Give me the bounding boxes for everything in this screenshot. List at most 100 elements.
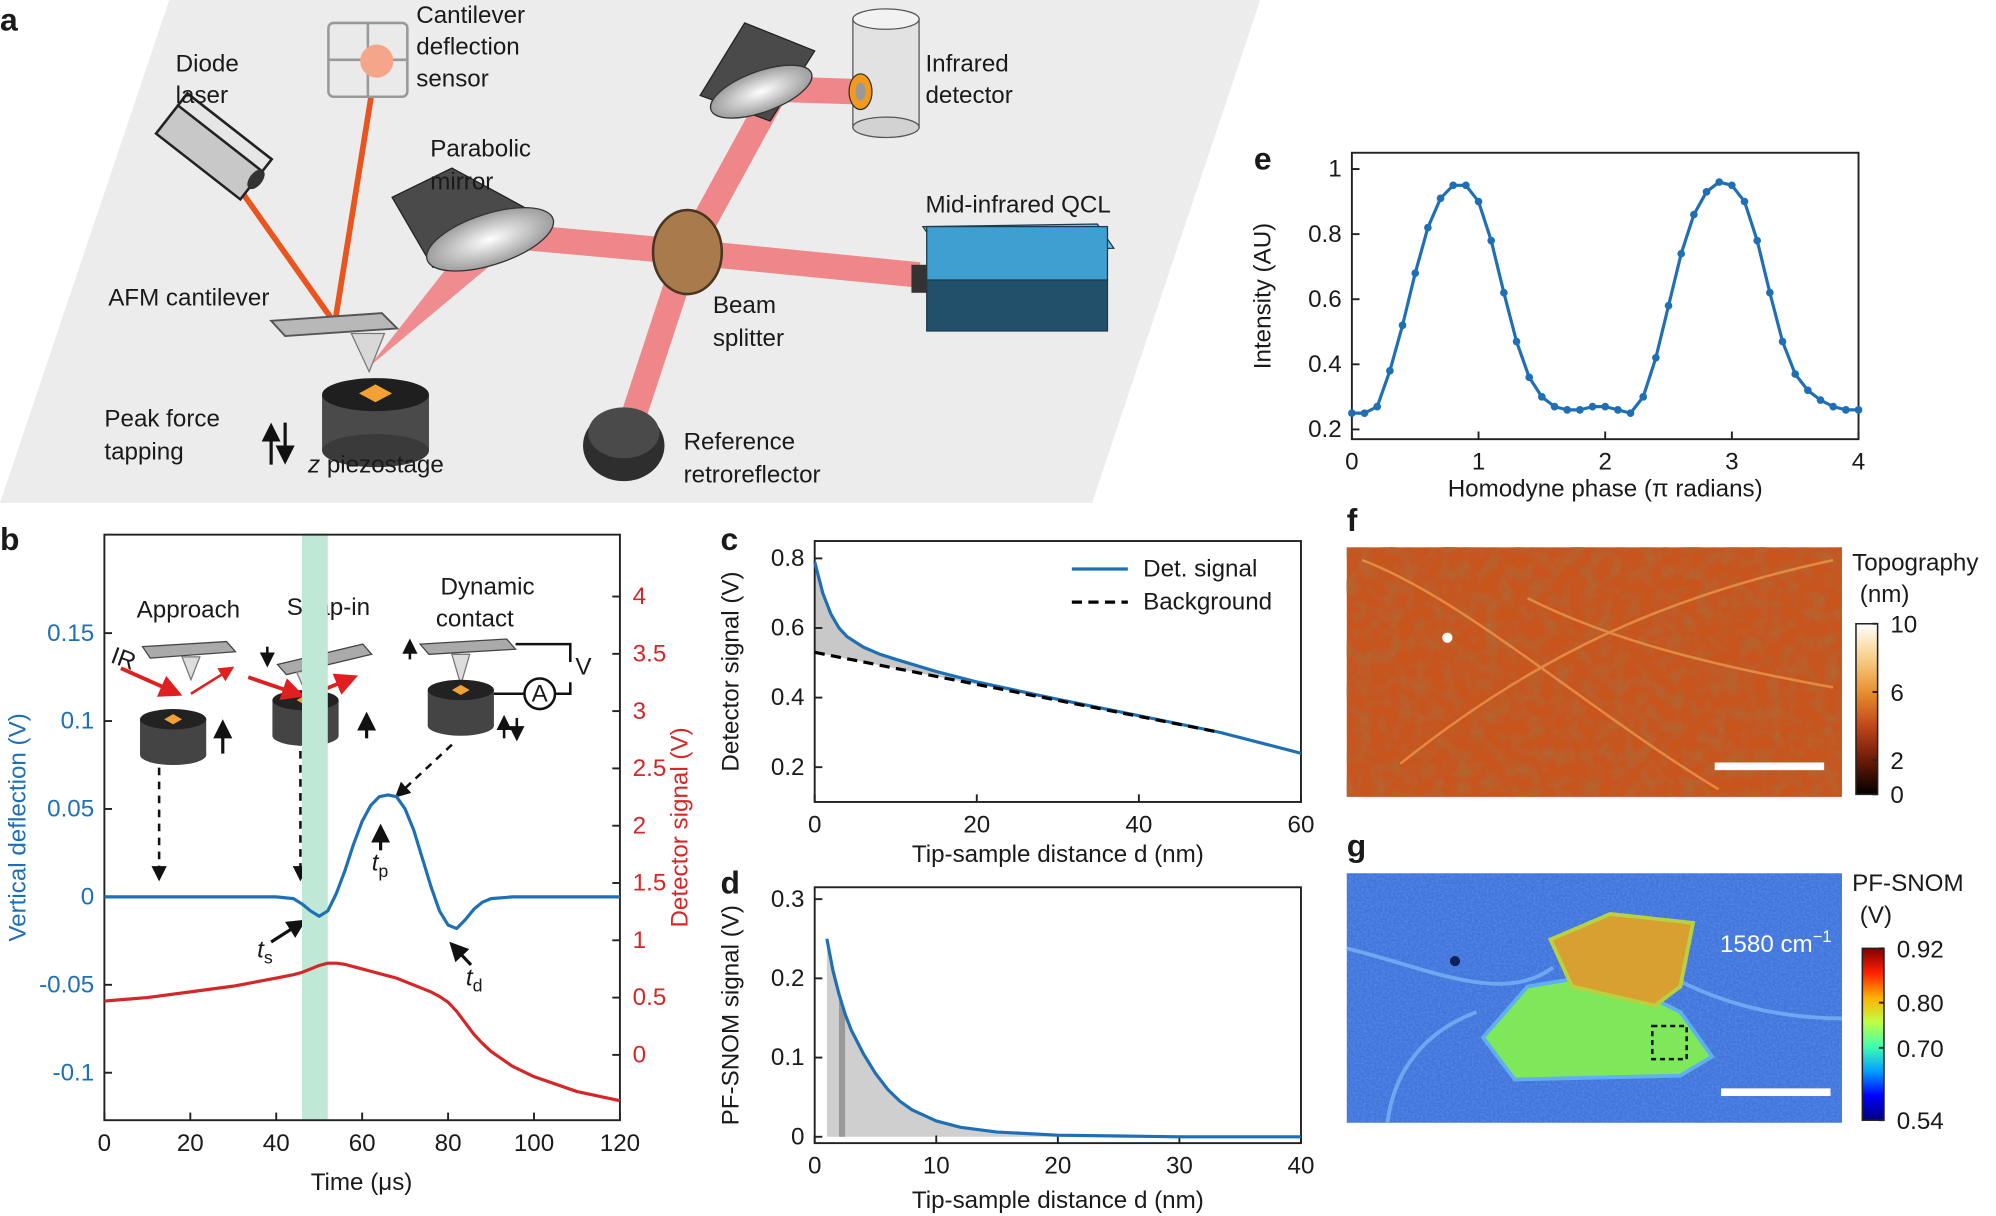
marker (1576, 406, 1584, 414)
marker (1360, 409, 1369, 417)
circuit (515, 642, 572, 662)
plot-frame (1350, 151, 1860, 441)
marker (1373, 402, 1382, 411)
x-tick-label: 120 (600, 1130, 640, 1157)
y-tick-label: -0.1 (53, 1059, 95, 1086)
qcl (926, 279, 1109, 332)
x-tick-label: 0 (98, 1130, 111, 1157)
line-chart: 0 20 40 60 80 100 120 -0.1 -0.05 0 0.05 0.1 0.15 0 0.5… (4, 533, 693, 1196)
annotation-sub: p (378, 861, 388, 881)
inset-tip (181, 656, 201, 682)
y-axis-label: Intensity (AU) (1249, 223, 1276, 369)
scale-bar (1714, 762, 1825, 771)
series-line (104, 961, 621, 1103)
marker (1563, 406, 1572, 414)
qcl (926, 225, 1109, 281)
label-line: splitter (713, 325, 784, 352)
label: Cantilever deflection sensor (416, 2, 525, 93)
laser-beam (236, 186, 338, 325)
marker (1436, 194, 1445, 203)
ammeter (523, 677, 557, 711)
label-line: detector (925, 82, 1012, 109)
panel-label: a (0, 2, 18, 38)
y-tick-label: 0 (791, 1123, 804, 1150)
detector-window (855, 82, 866, 101)
x-tick-label: 60 (1288, 812, 1315, 839)
colorbar-tick-label: 6 (1890, 680, 1903, 707)
marker (1512, 337, 1521, 346)
setup-diagram: Cantilever deflection sensor Diode laser In… (0, 0, 1261, 503)
x-axis-label: Time (μs) (311, 1169, 413, 1196)
inset-sample (451, 684, 470, 696)
x-tick-label: 0 (808, 812, 821, 839)
inset-label: Snap-in (287, 594, 370, 621)
annotation-sup: −1 (1813, 927, 1832, 946)
label-line: contact (436, 605, 514, 632)
inset-sample (164, 714, 183, 725)
legend-label: Background (1143, 589, 1272, 616)
pointer-arrow (270, 919, 307, 944)
ir-arrow (120, 666, 183, 697)
y-tick-label: 1 (1328, 156, 1341, 183)
panel-label: e (1254, 140, 1272, 176)
ir-arrow (247, 675, 305, 700)
area-between (814, 561, 1220, 733)
x-tick-label: 2 (1598, 449, 1611, 476)
inset-tip (451, 653, 471, 688)
inset-cantilever (141, 640, 237, 659)
marker (1702, 187, 1711, 196)
label-line: retroreflector (684, 461, 821, 488)
marker (1386, 367, 1394, 375)
marker (1715, 178, 1724, 186)
x-tick-label: 0 (808, 1153, 821, 1180)
y-tick-label: 0.4 (1308, 351, 1342, 378)
y-tick-label: 0.2 (1308, 416, 1342, 443)
label: Mid-infrared QCL (925, 192, 1110, 219)
ir-arrow (190, 666, 235, 695)
label: Reference retroreflector (684, 428, 821, 488)
roi-box (1651, 1024, 1688, 1061)
x-tick-label: 100 (514, 1130, 554, 1157)
annotation: tp (372, 850, 389, 881)
marker (1791, 370, 1800, 378)
marker (1829, 402, 1838, 411)
colorbar-tick-label: 0 (1890, 782, 1903, 809)
image-annotation: 1580 cm−1 (1720, 927, 1832, 958)
marker (1525, 373, 1534, 382)
marker (1411, 269, 1420, 278)
y2-tick-label: 1.5 (633, 870, 667, 897)
marker (1652, 353, 1660, 362)
label-line: Beam (713, 292, 776, 319)
x-axis-label: Tip-sample distance d (nm) (912, 841, 1204, 868)
label-line: Infrared (925, 50, 1008, 77)
marker (1588, 402, 1597, 411)
panel-label: d (720, 865, 739, 901)
y2-tick-label: 0.5 (633, 984, 667, 1011)
marker (1614, 406, 1622, 414)
line-chart: 0 20 40 60 0.2 0.4 0.6 0.8 Det. signal Background… (717, 540, 1315, 868)
x-tick-label: 20 (1044, 1153, 1071, 1180)
y-tick-label: 0 (81, 884, 94, 911)
label-line: sensor (416, 66, 489, 93)
diode-laser (154, 91, 274, 202)
colorbar-rect (1861, 947, 1885, 1121)
inset-label: Approach (137, 596, 240, 623)
x-tick-label: 1 (1472, 449, 1485, 476)
marker (1487, 236, 1496, 245)
colorbar: 0 2 6 10 Topography (nm) (1852, 549, 1979, 809)
image-g-feature (1449, 955, 1461, 967)
inset-stage (427, 715, 494, 736)
cantilever (269, 312, 400, 338)
y-tick-label: 0.3 (771, 886, 805, 913)
label: z piezostage (307, 451, 444, 478)
colorbar-rect (1855, 622, 1879, 796)
x-tick-label: 3 (1725, 449, 1738, 476)
inset-label: IR (107, 642, 139, 676)
infrared-detector (852, 8, 920, 30)
highlight-band (839, 994, 846, 1137)
colorbar-tick-label: 0.92 (1897, 936, 1944, 963)
label-line: tapping (104, 439, 183, 466)
retroreflector (588, 407, 660, 459)
annotation-main: t (372, 850, 380, 877)
